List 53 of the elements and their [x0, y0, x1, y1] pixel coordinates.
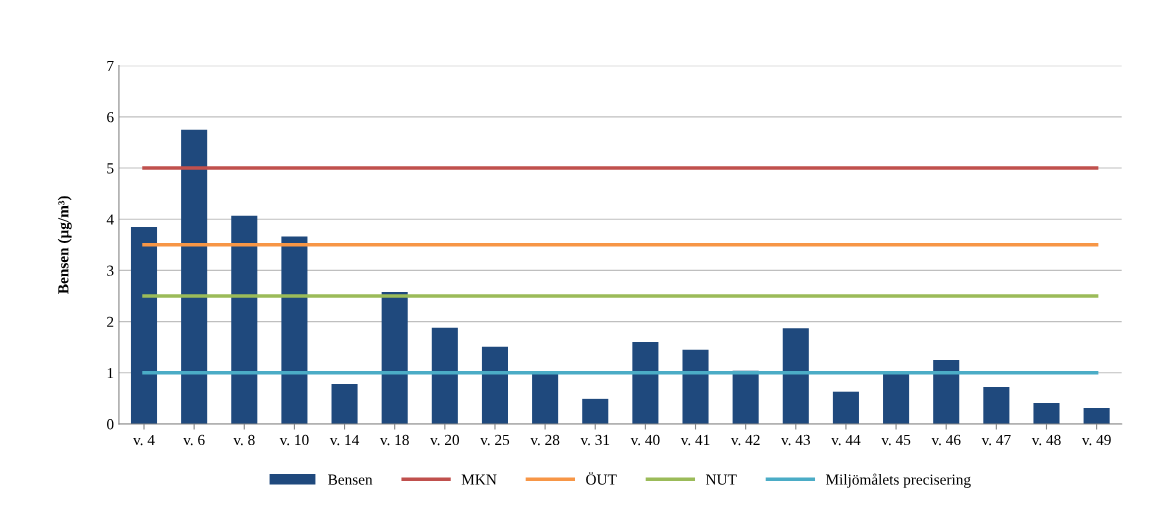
x-tick-label: v. 48 [1031, 434, 1061, 446]
y-tick-label: 4 [106, 214, 114, 225]
bar [782, 328, 809, 424]
x-tick-label: v. 49 [1081, 434, 1111, 446]
y-axis-title: Bensen (µg/m³) [57, 196, 72, 294]
bar [532, 371, 559, 424]
x-tick-label: v. 18 [379, 434, 409, 446]
legend-label: NUT [705, 474, 737, 485]
bar [431, 327, 458, 424]
legend-label: MKN [461, 474, 497, 485]
y-tick-label: 0 [107, 419, 114, 430]
x-tick-label: v. 25 [480, 434, 510, 446]
x-tick-label: v. 8 [233, 434, 255, 446]
y-tick-label: 2 [107, 316, 114, 327]
x-tick-label: v. 45 [881, 434, 911, 446]
y-tick-label: 5 [107, 163, 114, 174]
bar [933, 359, 960, 424]
x-tick-label: v. 28 [530, 434, 560, 446]
bar [331, 384, 358, 424]
x-tick-label: v. 14 [329, 434, 360, 446]
y-tick-label: 1 [107, 367, 114, 379]
x-tick-label: v. 42 [730, 434, 760, 446]
bar [582, 398, 609, 424]
legend-label: Bensen [328, 474, 373, 485]
bar [682, 349, 709, 424]
y-tick-label: 3 [107, 265, 114, 276]
bar [231, 215, 258, 424]
x-tick-label: v. 44 [831, 434, 861, 446]
bar [130, 226, 158, 424]
x-tick-label: v. 46 [931, 434, 961, 446]
x-tick-label: v. 4 [133, 434, 155, 446]
bar [1033, 402, 1060, 424]
x-tick-label: v. 41 [680, 434, 710, 446]
legend-label: ÖUT [586, 472, 617, 485]
x-tick-label: v. 40 [630, 434, 660, 446]
legend-label: Miljömålets precisering [825, 473, 971, 488]
bar [381, 291, 408, 424]
bar [983, 387, 1010, 424]
bar [883, 372, 910, 424]
bar [832, 391, 859, 424]
x-tick-label: v. 43 [781, 434, 810, 446]
x-tick-label: v. 10 [279, 434, 309, 446]
bar [1083, 408, 1110, 424]
x-tick-label: v. 20 [430, 434, 460, 446]
bar [632, 342, 659, 424]
bar [281, 236, 308, 424]
bar [181, 129, 208, 424]
x-tick-label: v. 47 [981, 434, 1011, 446]
x-tick-label: v. 6 [183, 434, 205, 446]
y-tick-label: 7 [107, 60, 114, 71]
x-tick-label: v. 31 [580, 434, 610, 446]
bar [481, 346, 508, 424]
y-tick-label: 6 [107, 112, 114, 123]
